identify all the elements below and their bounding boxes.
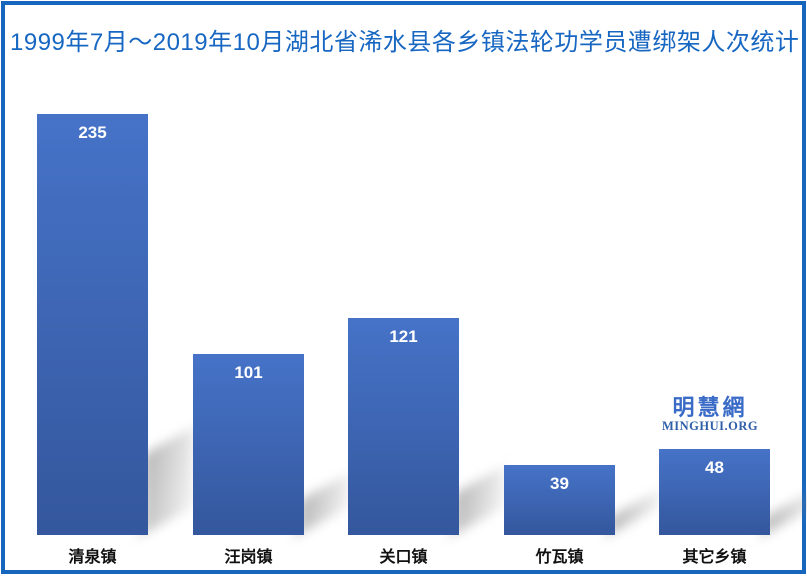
- bar-其它乡镇: 48: [659, 449, 770, 535]
- minghui-logo-cjk-text: 明慧網: [672, 395, 748, 420]
- bar-清泉镇: 235: [37, 114, 148, 535]
- bar-竹瓦镇: 39: [504, 465, 615, 535]
- minghui-logo: 明慧網 MINGHUI.ORG: [660, 395, 760, 434]
- bar-value-label: 101: [234, 363, 263, 382]
- bar-shadow: [142, 427, 194, 535]
- bar-shadow: [453, 466, 505, 535]
- bar-category-label: 清泉镇: [68, 549, 117, 566]
- bar-category-label: 竹瓦镇: [535, 549, 584, 566]
- bar-汪岗镇: 101: [193, 354, 304, 535]
- bar-shadow: [764, 489, 807, 535]
- bar-value-label: 235: [78, 123, 107, 142]
- bar-shadow: [609, 489, 661, 535]
- chart-title: 1999年7月～2019年10月湖北省浠水县各乡镇法轮功学员遭绑架人次统计: [10, 29, 800, 56]
- bar-category-label: 其它乡镇: [682, 549, 747, 566]
- minghui-logo-url-text: MINGHUI.ORG: [661, 419, 759, 434]
- bar-关口镇: 121: [348, 318, 459, 535]
- bar-value-label: 39: [550, 474, 569, 493]
- bar-value-label: 121: [389, 327, 418, 346]
- bar-category-label: 汪岗镇: [224, 549, 273, 566]
- bar-shadow: [298, 473, 350, 535]
- bar-category-label: 关口镇: [379, 549, 428, 566]
- bar-value-label: 48: [705, 458, 724, 477]
